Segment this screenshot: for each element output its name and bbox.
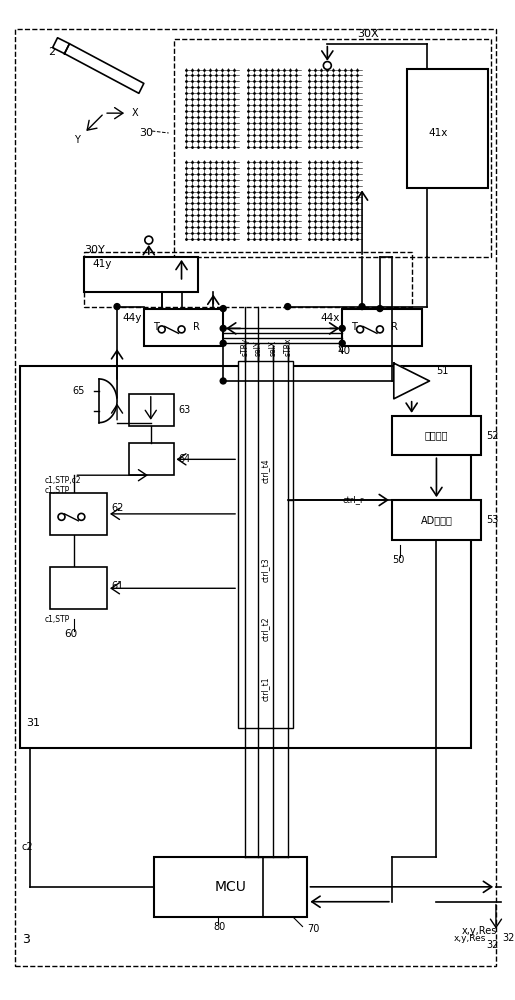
Text: ctrl_t3: ctrl_t3 <box>261 557 269 582</box>
Text: 30: 30 <box>139 128 153 138</box>
Circle shape <box>145 236 153 244</box>
Text: MCU: MCU <box>214 880 246 894</box>
Text: ctrl_t4: ctrl_t4 <box>261 458 269 483</box>
Text: R: R <box>391 322 398 332</box>
Text: 41x: 41x <box>428 128 448 138</box>
Text: 52: 52 <box>486 431 499 441</box>
Text: 检波电路: 检波电路 <box>425 431 448 441</box>
Text: T: T <box>351 322 357 332</box>
Text: 30X: 30X <box>357 29 379 39</box>
Text: 41y: 41y <box>92 259 112 269</box>
Circle shape <box>58 513 65 520</box>
Bar <box>49 493 107 535</box>
Bar <box>154 857 307 917</box>
Text: 44x: 44x <box>321 313 340 323</box>
Circle shape <box>339 325 345 331</box>
Text: 64: 64 <box>179 454 191 464</box>
Circle shape <box>339 340 345 346</box>
Circle shape <box>220 325 226 331</box>
Bar <box>20 366 471 748</box>
Text: 50: 50 <box>392 555 404 565</box>
Circle shape <box>220 378 226 384</box>
Text: c1,STP: c1,STP <box>45 486 70 495</box>
Bar <box>84 252 411 307</box>
Text: c1,STP: c1,STP <box>45 615 70 624</box>
Circle shape <box>323 62 331 70</box>
Bar <box>84 257 198 292</box>
Text: 40: 40 <box>337 346 350 356</box>
Text: 62: 62 <box>111 503 124 513</box>
Circle shape <box>78 513 85 520</box>
Text: x,y,Res: x,y,Res <box>461 926 496 936</box>
Polygon shape <box>53 38 70 54</box>
Text: c1,STP,c2: c1,STP,c2 <box>45 476 81 485</box>
Text: selX: selX <box>268 340 277 356</box>
Text: selY: selY <box>253 341 263 356</box>
Text: Y: Y <box>75 135 80 145</box>
Text: 3: 3 <box>22 933 30 946</box>
Text: R: R <box>193 322 200 332</box>
Text: 30Y: 30Y <box>84 245 105 255</box>
Circle shape <box>158 326 165 333</box>
Circle shape <box>359 304 365 310</box>
Text: 65: 65 <box>72 386 84 396</box>
Bar <box>129 394 174 426</box>
Text: ctrl_t1: ctrl_t1 <box>261 676 269 701</box>
Bar <box>392 500 481 540</box>
Text: 32: 32 <box>486 940 499 950</box>
Circle shape <box>220 340 226 346</box>
Text: X: X <box>132 108 139 118</box>
Text: sTRy: sTRy <box>241 338 249 356</box>
Circle shape <box>377 306 383 312</box>
Text: sTRx: sTRx <box>283 338 292 356</box>
Text: ctrl_t2: ctrl_t2 <box>261 617 269 641</box>
Polygon shape <box>394 363 430 399</box>
Circle shape <box>285 304 290 310</box>
Text: 44y: 44y <box>123 313 142 323</box>
Text: ctrl_r: ctrl_r <box>342 495 364 504</box>
Bar <box>174 39 491 257</box>
Bar <box>238 361 293 728</box>
Text: AD转换器: AD转换器 <box>421 515 452 525</box>
Circle shape <box>220 306 226 312</box>
Circle shape <box>376 326 383 333</box>
Circle shape <box>178 326 185 333</box>
Bar <box>129 443 174 475</box>
Bar <box>407 69 488 188</box>
Circle shape <box>356 326 364 333</box>
Text: 80: 80 <box>213 922 226 932</box>
Text: 63: 63 <box>179 405 191 415</box>
Bar <box>392 416 481 455</box>
Text: 60: 60 <box>64 629 78 639</box>
Bar <box>49 567 107 609</box>
Circle shape <box>114 304 120 310</box>
Text: c2: c2 <box>22 842 33 852</box>
Text: 31: 31 <box>26 718 40 728</box>
Polygon shape <box>64 44 144 93</box>
Text: 32: 32 <box>502 933 514 943</box>
Bar <box>144 309 223 346</box>
Text: 61: 61 <box>111 581 124 591</box>
Text: 2: 2 <box>48 47 55 57</box>
Text: T: T <box>153 322 159 332</box>
Bar <box>342 309 422 346</box>
Text: x,y,Res: x,y,Res <box>454 934 486 943</box>
Text: 70: 70 <box>307 924 320 934</box>
Text: 53: 53 <box>486 515 499 525</box>
Text: 51: 51 <box>436 366 449 376</box>
